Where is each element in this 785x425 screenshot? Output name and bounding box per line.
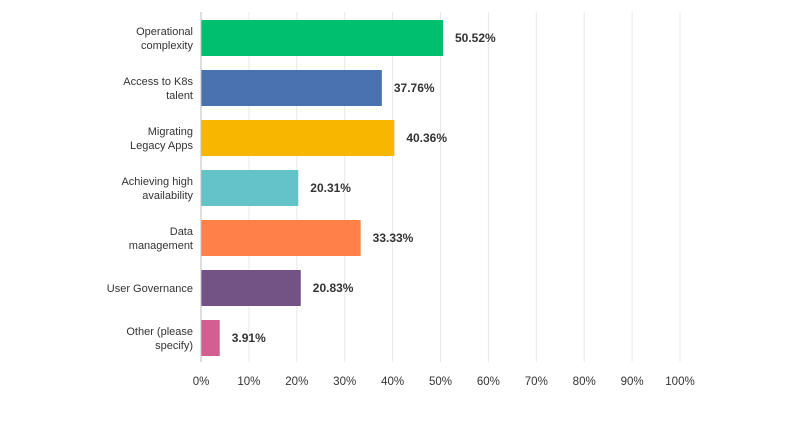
category-label: Access to K8s talent <box>123 76 193 102</box>
x-tick-label: 20% <box>285 376 308 388</box>
x-tick-label: 80% <box>573 376 596 388</box>
category-label-line: availability <box>142 190 193 202</box>
category-label-line: Operational <box>136 26 193 38</box>
x-tick-label: 100% <box>665 376 694 388</box>
x-tick-label: 30% <box>333 376 356 388</box>
category-label-line: management <box>129 240 193 252</box>
bars <box>201 20 443 356</box>
value-label: 50.52% <box>455 31 496 45</box>
category-label: Other (please specify) <box>126 326 193 352</box>
bar-2[interactable] <box>201 120 395 156</box>
x-tick-label: 90% <box>621 376 644 388</box>
category-label: Operational complexity <box>136 26 193 52</box>
bar-0[interactable] <box>201 20 443 56</box>
category-label-line: Achieving high <box>121 176 193 188</box>
value-labels: 50.52% 37.76% 40.36% 20.31% 33.33% 20.83% 3.91… <box>232 31 496 345</box>
category-label-line: User Governance <box>107 283 193 295</box>
value-label: 37.76% <box>394 81 435 95</box>
x-tick-label: 70% <box>525 376 548 388</box>
bar-3[interactable] <box>201 170 299 206</box>
value-label: 20.31% <box>310 181 351 195</box>
bar-5[interactable] <box>201 270 301 306</box>
value-label: 40.36% <box>406 131 447 145</box>
category-label-line: talent <box>166 90 193 102</box>
bar-4[interactable] <box>201 220 361 256</box>
x-axis-ticks: 0% 10% 20% 30% 40% 50% 60% 70% 80% 90% 100% <box>193 376 695 388</box>
category-label: Migrating Legacy Apps <box>130 126 193 152</box>
x-tick-label: 10% <box>237 376 260 388</box>
bar-6[interactable] <box>201 320 220 356</box>
category-label-line: Other (please <box>126 326 193 338</box>
bar-1[interactable] <box>201 70 382 106</box>
x-tick-label: 50% <box>429 376 452 388</box>
category-label: Achieving high availability <box>121 176 193 202</box>
category-label: User Governance <box>107 283 193 295</box>
x-tick-label: 60% <box>477 376 500 388</box>
category-label-line: complexity <box>141 40 193 52</box>
category-label-line: Data <box>170 226 194 238</box>
category-label-line: Access to K8s <box>123 76 193 88</box>
value-label: 33.33% <box>373 231 414 245</box>
x-tick-label: 40% <box>381 376 404 388</box>
category-label-line: Legacy Apps <box>130 140 193 152</box>
category-label-line: Migrating <box>148 126 193 138</box>
x-tick-label: 0% <box>193 376 210 388</box>
value-label: 20.83% <box>313 281 354 295</box>
category-label: Data management <box>129 226 194 252</box>
category-labels: Operational complexity Access to K8s talent… <box>107 26 194 352</box>
value-label: 3.91% <box>232 331 266 345</box>
category-label-line: specify) <box>155 340 193 352</box>
